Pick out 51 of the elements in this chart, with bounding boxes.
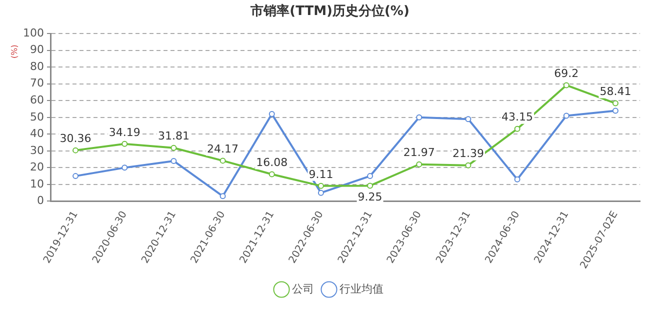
y-tick-label: 60 — [30, 94, 44, 106]
data-label: 43.15 — [502, 110, 534, 124]
chart-title: 市销率(TTM)历史分位(%) — [250, 3, 410, 20]
point — [170, 158, 177, 164]
point — [416, 161, 422, 168]
point — [465, 116, 472, 122]
y-tick-label: 80 — [30, 60, 44, 73]
point — [367, 173, 374, 180]
point — [170, 144, 177, 151]
point — [612, 108, 618, 114]
legend-label: 行业均值 — [340, 282, 384, 296]
point — [268, 111, 275, 118]
point — [72, 173, 79, 180]
point — [367, 182, 374, 189]
data-label: 16.08 — [256, 156, 288, 170]
point — [563, 112, 570, 119]
data-label: 30.36 — [60, 132, 92, 146]
y-tick-label: 40 — [30, 127, 44, 140]
point — [514, 176, 520, 182]
point — [318, 182, 324, 189]
y-tick-label: 50 — [30, 110, 44, 124]
y-axis-title: (%) — [10, 44, 20, 59]
point — [465, 162, 472, 168]
point — [72, 147, 79, 154]
point — [514, 126, 520, 132]
point — [268, 171, 275, 178]
data-label: 24.17 — [207, 142, 239, 156]
data-label: 9.11 — [308, 168, 334, 181]
point — [416, 114, 422, 120]
y-tick-label: 20 — [30, 160, 44, 174]
y-tick-label: 100 — [22, 26, 44, 40]
point — [220, 193, 226, 200]
data-label: 69.2 — [554, 67, 579, 80]
data-label: 21.97 — [403, 146, 435, 160]
point — [122, 164, 128, 171]
y-tick-label: 70 — [30, 76, 44, 90]
point — [563, 82, 570, 88]
y-tick-label: 90 — [30, 43, 44, 56]
data-label: 21.39 — [452, 147, 484, 160]
y-tick-label: 10 — [30, 177, 44, 190]
point — [318, 190, 324, 196]
data-label: 58.41 — [600, 85, 632, 98]
y-tick-label: 0 — [36, 194, 44, 208]
point — [612, 100, 618, 106]
y-tick-label: 30 — [30, 144, 44, 157]
legend-label: 公司 — [292, 282, 314, 296]
point — [220, 158, 226, 164]
point — [122, 140, 128, 147]
data-label: 9.25 — [358, 190, 382, 204]
data-label: 34.19 — [108, 126, 140, 139]
data-label: 31.81 — [158, 130, 190, 143]
